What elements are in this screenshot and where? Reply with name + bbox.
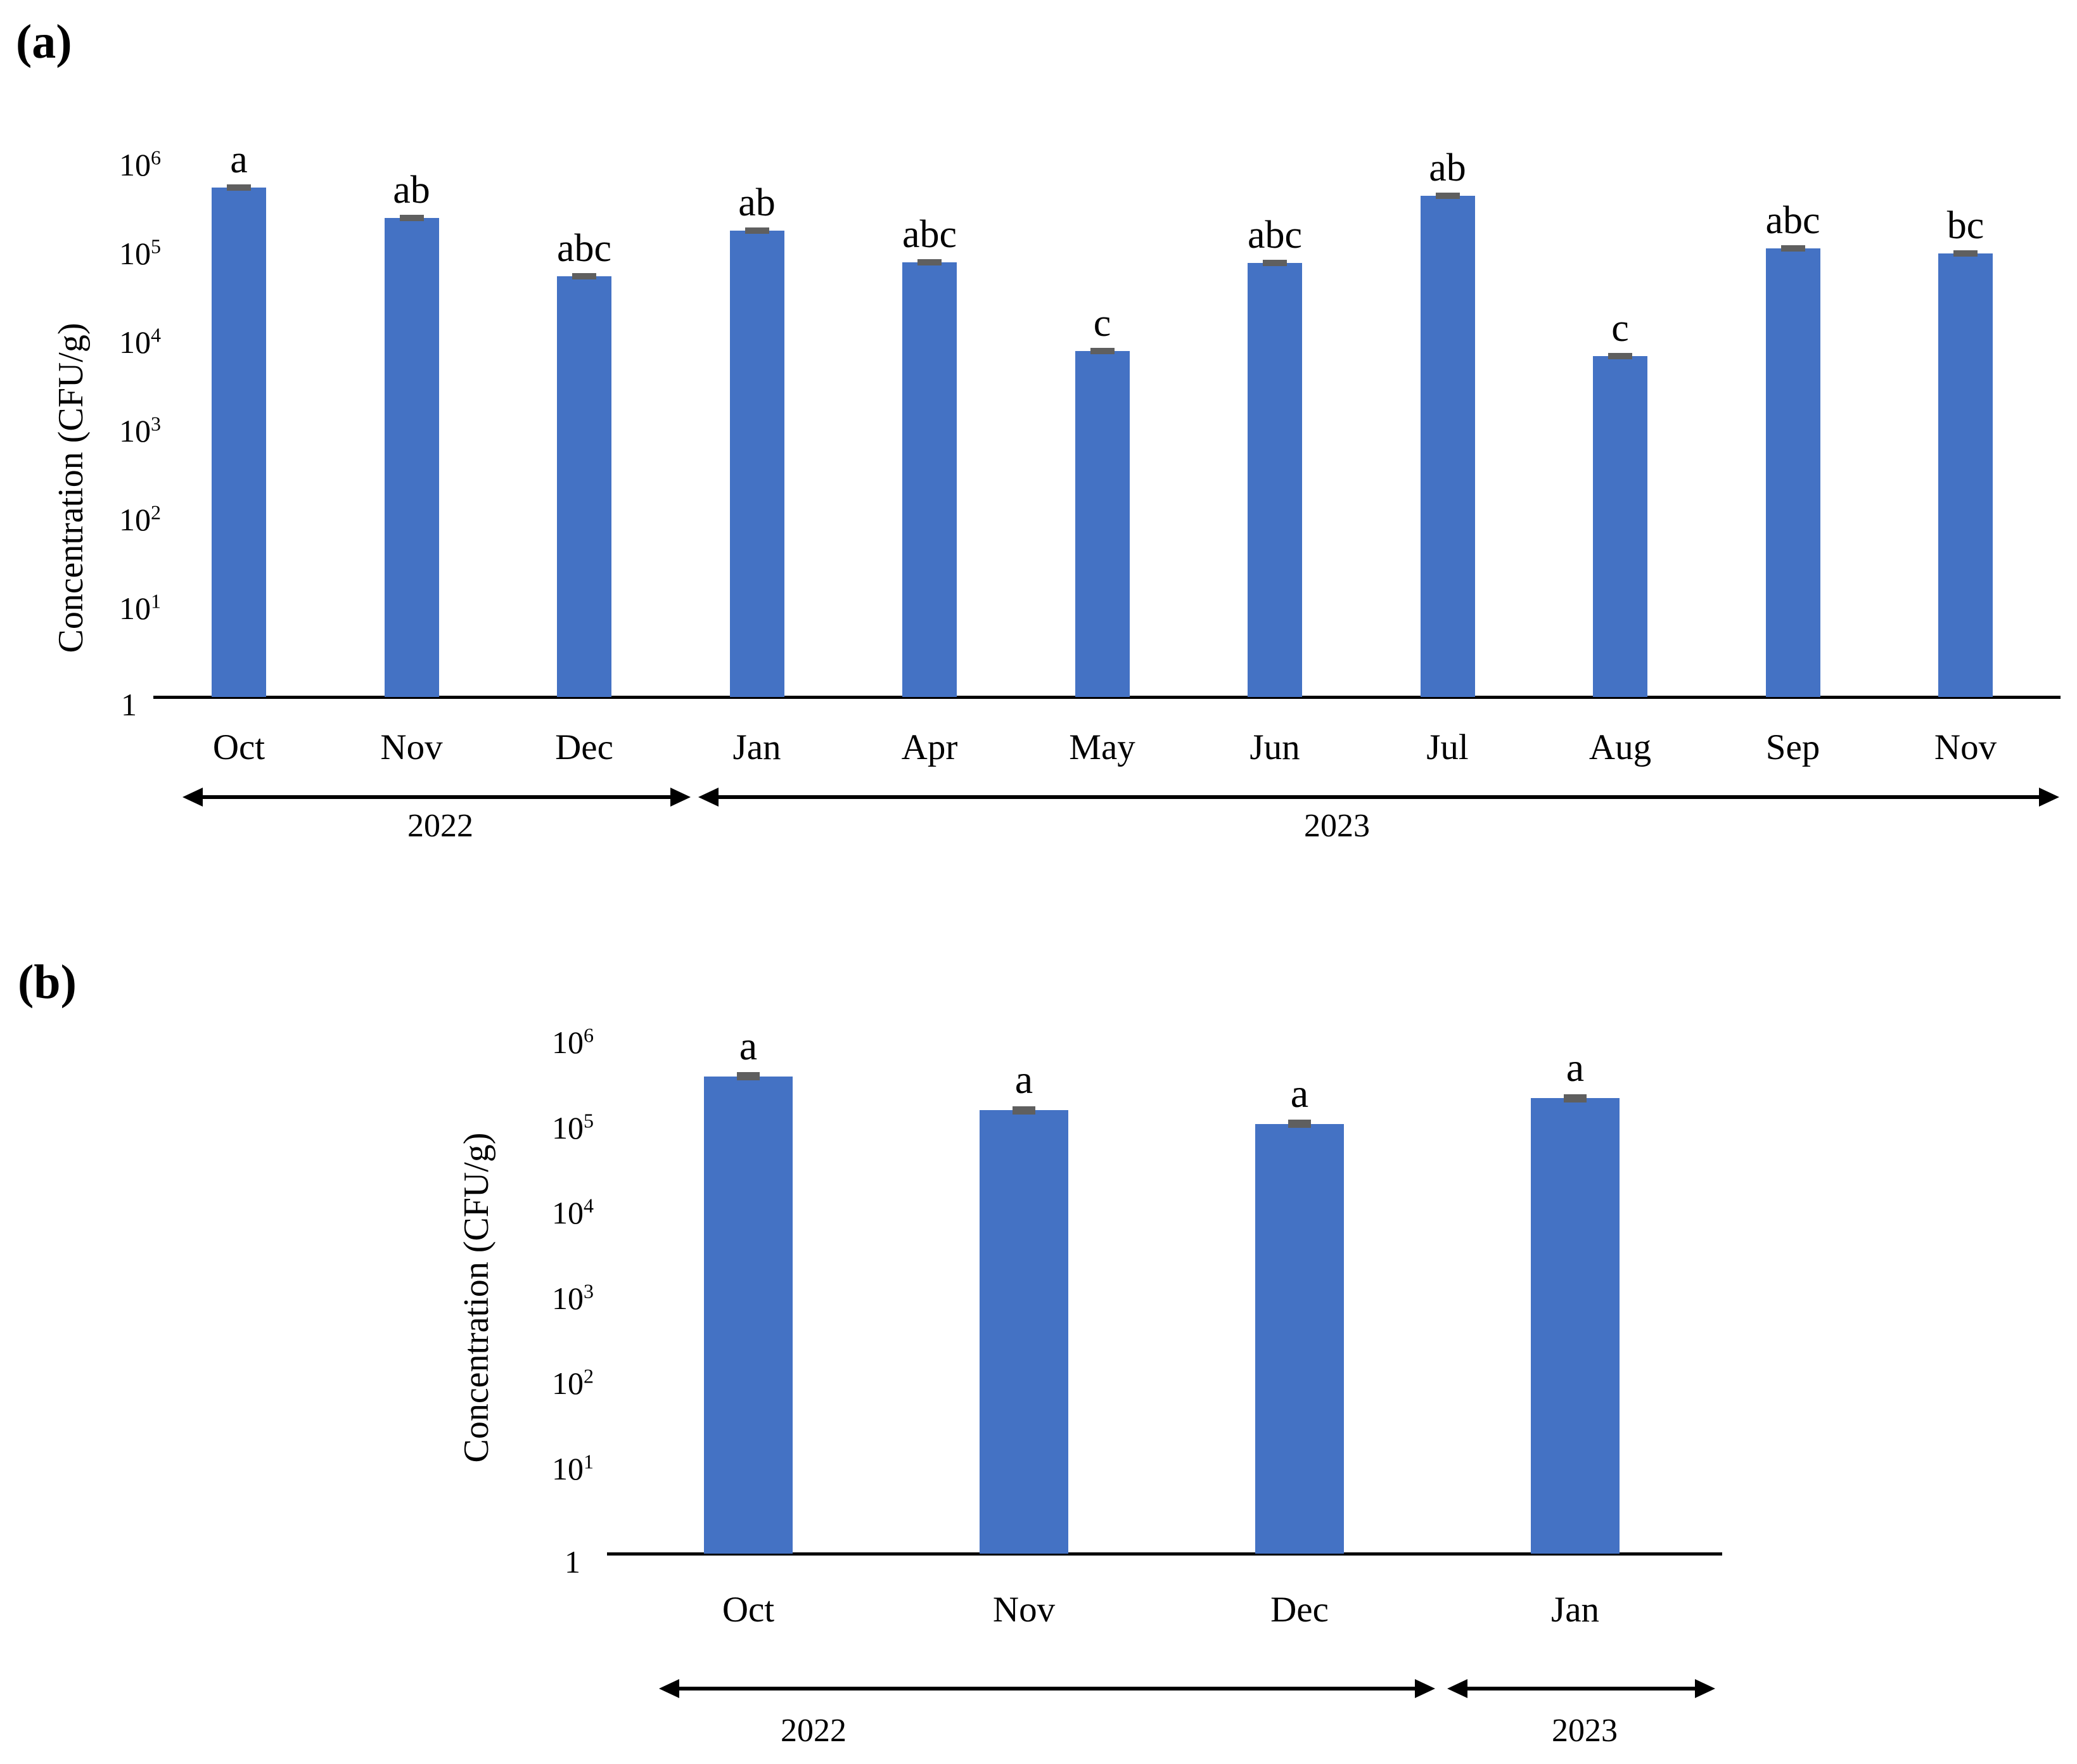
- year-arrow-line: [199, 795, 674, 799]
- significance-letter: abc: [902, 212, 957, 256]
- y-tick-label: 101: [552, 1449, 594, 1486]
- significance-letter: ab: [738, 181, 776, 225]
- bar-nov-10: [1938, 253, 1993, 697]
- significance-letter: abc: [556, 227, 612, 271]
- significance-letter: a: [739, 1023, 758, 1068]
- error-bar-cap: [227, 184, 251, 191]
- bar-oct-0: [704, 1076, 793, 1554]
- bar-jun-6: [1248, 263, 1302, 697]
- panel-b-label: (b): [18, 955, 77, 1009]
- significance-letter: ab: [1429, 146, 1466, 189]
- error-bar-cap: [572, 273, 596, 280]
- significance-letter: c: [1611, 306, 1629, 350]
- error-bar-cap: [737, 1072, 760, 1081]
- x-tick-label: Nov: [380, 727, 443, 767]
- y-tick-label: 105: [552, 1108, 594, 1146]
- x-axis-line: [607, 1552, 1722, 1556]
- x-tick-label: Apr: [901, 727, 958, 767]
- y-tick-label: 103: [119, 412, 161, 449]
- y-tick-label: 104: [552, 1194, 594, 1230]
- year-group-label: 2023: [1552, 1713, 1618, 1749]
- error-bar-cap: [917, 259, 942, 265]
- x-tick-label: Dec: [1270, 1590, 1329, 1630]
- year-group-label: 2023: [1304, 808, 1370, 844]
- error-bar-cap: [1288, 1120, 1311, 1128]
- bar-nov-1: [980, 1110, 1068, 1554]
- error-bar-cap: [1953, 250, 1978, 257]
- significance-letter: a: [1290, 1070, 1309, 1116]
- bar-nov-1: [384, 218, 439, 697]
- y-tick-label: 101: [119, 589, 161, 626]
- x-tick-label: Jan: [732, 727, 781, 767]
- arrow-right-head-icon: [1415, 1679, 1435, 1698]
- x-tick-label: Nov: [992, 1590, 1056, 1630]
- y-tick-label: 1: [565, 1544, 580, 1580]
- y-tick-label: 103: [552, 1279, 594, 1316]
- arrow-right-head-icon: [670, 788, 691, 807]
- x-tick-label: Aug: [1588, 727, 1652, 767]
- significance-letter: abc: [1247, 214, 1303, 257]
- error-bar-cap: [1608, 352, 1632, 359]
- arrow-left-head-icon: [182, 788, 203, 807]
- error-bar-cap: [1013, 1106, 1035, 1115]
- error-bar-cap: [1780, 245, 1805, 252]
- x-tick-label: Jun: [1249, 727, 1300, 767]
- arrow-left-head-icon: [659, 1679, 679, 1698]
- arrow-left-head-icon: [698, 788, 719, 807]
- y-tick-label: 102: [552, 1364, 594, 1401]
- year-arrow-line: [715, 795, 2043, 799]
- x-tick-label: Nov: [1934, 727, 1997, 767]
- y-tick-label: 105: [119, 234, 161, 271]
- year-group-label: 2022: [781, 1713, 847, 1749]
- error-bar-cap: [399, 215, 424, 222]
- bar-jul-7: [1420, 195, 1475, 697]
- significance-letter: a: [1566, 1045, 1585, 1090]
- x-tick-label: Oct: [722, 1590, 775, 1630]
- bar-dec-2: [557, 276, 611, 697]
- x-tick-label: Dec: [555, 727, 613, 767]
- year-arrow-line: [675, 1687, 1419, 1690]
- bar-apr-4: [902, 262, 957, 697]
- y-tick-label: 102: [119, 501, 161, 537]
- significance-letter: a: [230, 138, 248, 182]
- arrow-right-head-icon: [2039, 788, 2059, 807]
- panel-a-label: (a): [16, 15, 72, 68]
- x-axis-line: [153, 695, 2061, 699]
- x-tick-label: Jul: [1426, 727, 1469, 767]
- x-tick-label: Jan: [1551, 1590, 1599, 1630]
- bar-oct-0: [212, 188, 266, 697]
- y-axis-title-panel-b: Concentration (CFU/g): [457, 1132, 496, 1463]
- error-bar-cap: [1263, 260, 1287, 267]
- bar-dec-2: [1255, 1123, 1344, 1554]
- significance-letter: bc: [1946, 204, 1984, 247]
- significance-letter: ab: [393, 169, 430, 212]
- x-tick-label: May: [1069, 727, 1135, 767]
- arrow-right-head-icon: [1695, 1679, 1715, 1698]
- x-tick-label: Sep: [1765, 727, 1820, 767]
- significance-letter: c: [1093, 301, 1111, 345]
- y-tick-label: 106: [119, 146, 161, 182]
- y-tick-label: 104: [119, 323, 161, 360]
- bar-may-5: [1075, 350, 1130, 697]
- y-axis-title-panel-a: Concentration (CFU/g): [51, 323, 91, 653]
- arrow-left-head-icon: [1447, 1679, 1467, 1698]
- error-bar-cap: [1090, 347, 1115, 354]
- x-tick-label: Oct: [212, 727, 265, 767]
- error-bar-cap: [1435, 192, 1460, 199]
- significance-letter: abc: [1765, 198, 1820, 242]
- bar-sep-9: [1765, 248, 1820, 697]
- y-tick-label: 1: [121, 687, 137, 722]
- error-bar-cap: [1564, 1094, 1587, 1102]
- year-group-label: 2022: [407, 808, 473, 844]
- bar-aug-8: [1593, 355, 1647, 697]
- bar-jan-3: [1531, 1098, 1620, 1554]
- significance-letter: a: [1014, 1057, 1033, 1102]
- error-bar-cap: [745, 227, 769, 234]
- bar-jan-3: [729, 231, 784, 697]
- y-tick-label: 106: [552, 1023, 594, 1060]
- year-arrow-line: [1464, 1687, 1699, 1690]
